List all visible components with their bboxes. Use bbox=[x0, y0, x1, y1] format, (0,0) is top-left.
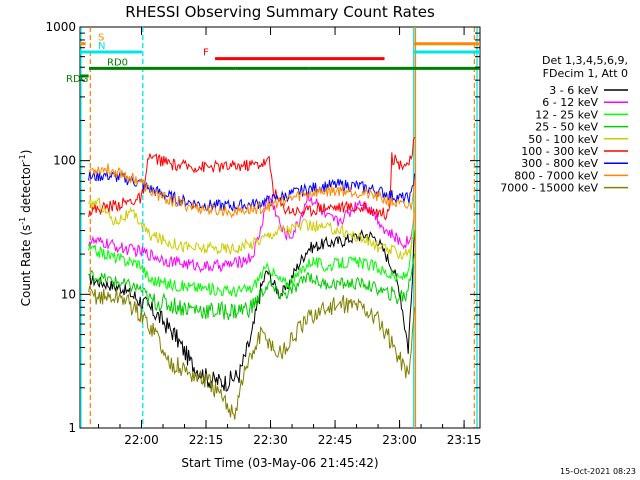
series-line bbox=[88, 163, 416, 219]
legend-label: 3 - 6 keV bbox=[549, 84, 598, 97]
legend-header-line-2: FDecim 1, Att 0 bbox=[543, 67, 628, 80]
series-line bbox=[88, 253, 416, 321]
plot-frame bbox=[79, 26, 481, 429]
legend-label: 6 - 12 keV bbox=[542, 96, 598, 109]
legend-label: 50 - 100 keV bbox=[528, 133, 598, 146]
legend-label: 300 - 800 keV bbox=[521, 157, 598, 170]
flag-label: N bbox=[98, 41, 105, 52]
series-line bbox=[88, 285, 416, 420]
flag-label: RDG bbox=[66, 74, 88, 85]
chart-title: RHESSI Observing Summary Count Rates bbox=[125, 3, 435, 21]
series-line bbox=[88, 230, 416, 298]
legend-label: 800 - 7000 keV bbox=[514, 169, 598, 182]
x-tick-label: 22:45 bbox=[318, 433, 353, 447]
x-tick-label: 22:30 bbox=[253, 433, 288, 447]
series-line bbox=[88, 229, 416, 392]
series-line bbox=[88, 197, 416, 260]
y-axis-label-main: Count Rate (s bbox=[19, 225, 33, 307]
series-line bbox=[88, 136, 416, 221]
observing-flags: SN F RD0 RDG bbox=[66, 33, 480, 85]
flag-label: F bbox=[203, 48, 209, 59]
y-axis-label: Count Rate (s-1 detector-1) bbox=[18, 150, 33, 307]
plot-area-border bbox=[79, 26, 481, 429]
legend: Det 1,3,4,5,6,9, FDecim 1, Att 0 3 - 6 k… bbox=[500, 54, 628, 195]
y-axis-label-mid: detector bbox=[19, 162, 33, 217]
series-line bbox=[88, 191, 416, 274]
x-axis-ticks: 22:00 22:15 22:30 22:45 23:00 23:15 bbox=[97, 27, 482, 447]
count-rate-series bbox=[88, 136, 416, 420]
x-tick-label: 23:15 bbox=[447, 433, 482, 447]
y-tick-label: 100 bbox=[53, 154, 76, 168]
flag-label: RD0 bbox=[107, 57, 128, 68]
legend-header-line-1: Det 1,3,4,5,6,9, bbox=[542, 54, 628, 67]
y-tick-label: 1000 bbox=[45, 20, 76, 34]
y-axis-label-sup1: -1 bbox=[18, 217, 27, 225]
y-axis-label-end: ) bbox=[19, 150, 33, 155]
x-tick-label: 22:00 bbox=[124, 433, 159, 447]
x-axis-label: Start Time (03-May-06 21:45:42) bbox=[181, 456, 378, 470]
y-tick-label: 1 bbox=[68, 421, 76, 435]
flag-label: S bbox=[98, 33, 104, 44]
x-tick-label: 22:15 bbox=[189, 433, 224, 447]
y-tick-label: 10 bbox=[61, 287, 76, 301]
y-axis-ticks: 1 10 100 1000 bbox=[45, 20, 480, 435]
x-tick-label: 23:00 bbox=[382, 433, 417, 447]
generation-timestamp: 15-Oct-2021 08:23 bbox=[560, 467, 636, 476]
y-axis-label-sup2: -1 bbox=[18, 154, 27, 162]
legend-label: 25 - 50 keV bbox=[535, 121, 598, 134]
legend-label: 12 - 25 keV bbox=[535, 108, 598, 121]
legend-label: 100 - 300 keV bbox=[521, 145, 598, 158]
legend-label: 7000 - 15000 keV bbox=[500, 182, 598, 195]
